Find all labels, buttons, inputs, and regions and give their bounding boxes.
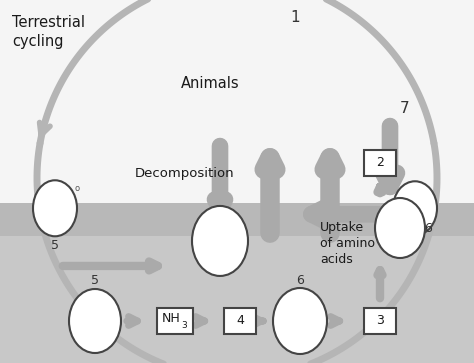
FancyBboxPatch shape xyxy=(224,308,256,334)
Text: Animals: Animals xyxy=(181,76,239,91)
Text: 7: 7 xyxy=(400,101,410,116)
Text: 4: 4 xyxy=(236,314,244,327)
Ellipse shape xyxy=(192,206,248,276)
Bar xyxy=(0,0,474,203)
Text: Uptake
of amino
acids: Uptake of amino acids xyxy=(320,221,375,266)
Text: 5: 5 xyxy=(51,239,59,252)
Text: 1: 1 xyxy=(290,11,300,25)
Ellipse shape xyxy=(69,289,121,353)
Text: 6: 6 xyxy=(296,273,304,286)
Bar xyxy=(0,236,474,363)
Text: Decomposition: Decomposition xyxy=(135,167,235,180)
FancyBboxPatch shape xyxy=(157,308,193,334)
Text: NH: NH xyxy=(162,313,181,326)
Text: Terrestrial
cycling: Terrestrial cycling xyxy=(12,15,85,49)
Ellipse shape xyxy=(393,181,437,235)
FancyBboxPatch shape xyxy=(364,308,396,334)
Ellipse shape xyxy=(33,180,77,236)
Text: 3: 3 xyxy=(181,321,187,330)
Text: 3: 3 xyxy=(376,314,384,327)
Text: o: o xyxy=(74,184,80,193)
Text: 6: 6 xyxy=(424,221,432,234)
FancyBboxPatch shape xyxy=(364,150,396,176)
Ellipse shape xyxy=(273,288,327,354)
Ellipse shape xyxy=(375,198,425,258)
Text: 2: 2 xyxy=(376,156,384,170)
Text: 5: 5 xyxy=(91,274,99,287)
Bar xyxy=(0,203,474,236)
